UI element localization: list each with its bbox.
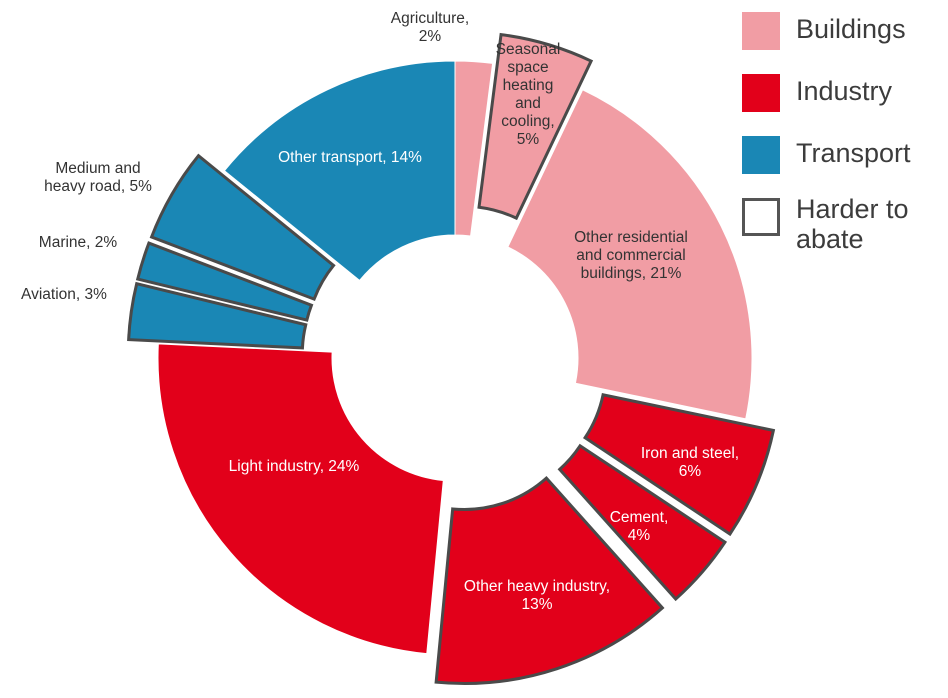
legend-swatch-industry (742, 74, 780, 112)
legend-swatch-buildings (742, 12, 780, 50)
slice-label-other-residential-and-commercial-buildings: Other residential and commercial buildings… (574, 229, 688, 282)
slice-label-agriculture: Agriculture, 2% (391, 10, 469, 45)
slice-marine (135, 241, 314, 322)
slice-label-marine: Marine, 2% (39, 234, 118, 251)
legend-swatch-harder-to-abate (742, 198, 780, 236)
slice-label-other-transport: Other transport, 14% (278, 149, 422, 166)
slice-agriculture (454, 60, 494, 237)
slice-cement (557, 443, 728, 602)
slice-iron-and-steel (582, 393, 776, 537)
slice-label-seasonal-space-heating-and-cooling: Seasonal space heating and cooling, 5% (496, 41, 561, 148)
slice-aviation (127, 281, 308, 350)
legend-label-buildings: Buildings (796, 14, 906, 44)
legend-swatch-transport (742, 136, 780, 174)
slice-labels: Agriculture, 2% Seasonal space heating and coo… (21, 10, 739, 613)
legend-label-industry: Industry (796, 76, 893, 106)
slice-light-industry (157, 343, 444, 655)
legend-label-transport: Transport (796, 138, 911, 168)
slice-label-light-industry: Light industry, 24% (229, 458, 360, 475)
slice-label-other-heavy-industry: Other heavy industry, 13% (464, 578, 610, 613)
slice-label-aviation: Aviation, 3% (21, 286, 107, 303)
slice-seasonal-space-heating-and-cooling (477, 32, 594, 221)
slice-other-transport (223, 60, 456, 282)
slice-other-heavy-industry (434, 476, 665, 685)
slice-label-iron-and-steel: Iron and steel, 6% (641, 445, 739, 480)
slice-medium-and-heavy-road (149, 153, 336, 302)
legend-label-harder-to-abate: Harder to abate (796, 194, 909, 254)
slice-other-residential-and-commercial-buildings (507, 89, 753, 420)
donut-slices (127, 32, 776, 685)
slice-label-medium-and-heavy-road: Medium and heavy road, 5% (44, 160, 152, 195)
slice-label-cement: Cement, 4% (610, 509, 669, 544)
